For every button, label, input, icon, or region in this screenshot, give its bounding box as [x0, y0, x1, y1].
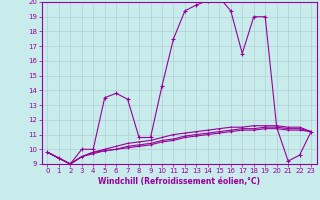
X-axis label: Windchill (Refroidissement éolien,°C): Windchill (Refroidissement éolien,°C) [98, 177, 260, 186]
